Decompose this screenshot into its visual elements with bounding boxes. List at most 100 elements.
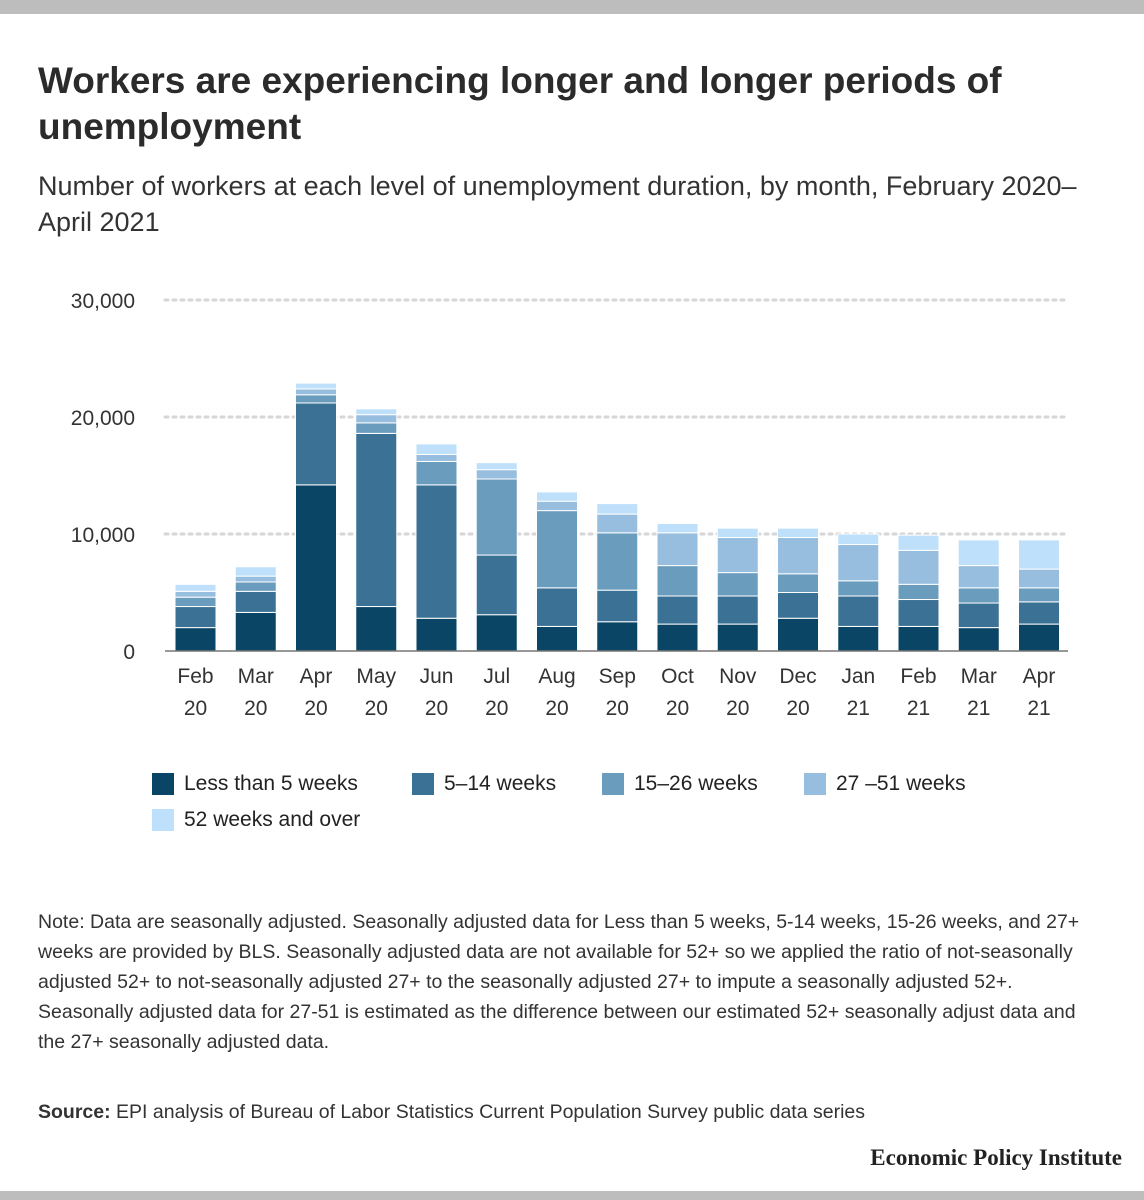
bar-segment (415, 484, 458, 619)
bar-segment (174, 606, 217, 629)
legend-label: Less than 5 weeks (184, 772, 358, 795)
bars (174, 382, 1060, 652)
y-tick-label: 0 (123, 641, 135, 664)
bar-segment (957, 627, 1000, 652)
bar-segment (536, 587, 578, 627)
bar-segment (1018, 623, 1060, 652)
x-tick-label-month: Oct (661, 665, 694, 688)
bar-segment (475, 462, 518, 471)
bar-segment (777, 592, 819, 619)
bar-segment (295, 394, 337, 404)
x-tick-label-year: 20 (184, 697, 207, 720)
bar-segment (1018, 539, 1060, 570)
bar-segment (234, 590, 277, 613)
bar-segment (295, 388, 337, 396)
x-tick-label-year: 21 (847, 697, 870, 720)
bar-segment (777, 573, 819, 593)
bar-segment (777, 617, 819, 652)
source-text: EPI analysis of Bureau of Labor Statisti… (110, 1101, 866, 1123)
bar-segment (295, 402, 337, 486)
bar-segment (716, 623, 759, 652)
bar-segment (957, 565, 1000, 589)
bar-segment (837, 533, 880, 546)
chart-title: Workers are experiencing longer and long… (38, 60, 1002, 147)
x-tick-label-month: Sep (599, 665, 636, 688)
bar-segment (897, 583, 940, 601)
x-tick-label-year: 20 (786, 697, 809, 720)
bar-segment (355, 606, 398, 652)
legend-swatch (152, 773, 174, 795)
x-tick-label-year: 20 (485, 697, 508, 720)
bar-segment (656, 532, 699, 567)
legend-label: 15–26 weeks (634, 772, 758, 795)
bar-segment (295, 382, 337, 390)
bar-segment (295, 484, 337, 652)
x-tick-label-year: 20 (666, 697, 689, 720)
bar-segment (656, 623, 699, 652)
legend-swatch (602, 773, 624, 795)
bottom-border (0, 1191, 1144, 1200)
x-tick-label-year: 21 (967, 697, 990, 720)
legend-item: 5–14 weeks (412, 772, 556, 796)
bar-segment (355, 414, 398, 424)
bar-segment (897, 625, 940, 652)
bar-segment (897, 534, 940, 551)
legend-label: 52 weeks and over (184, 808, 361, 831)
x-tick-label-year: 20 (726, 697, 749, 720)
bar-segment (536, 491, 578, 502)
bar-segment (957, 587, 1000, 604)
x-tick-label-month: Feb (900, 665, 936, 688)
source-label: Source: (38, 1101, 111, 1123)
bar-segment (897, 549, 940, 585)
bar-segment (475, 554, 518, 616)
x-tick-label-year: 20 (304, 697, 327, 720)
bar-segment (536, 625, 578, 652)
legend-item: 15–26 weeks (602, 772, 758, 796)
legend-swatch (804, 773, 826, 795)
x-tick-label-year: 20 (606, 697, 629, 720)
axes: 0 10,000 20,000 30,000 Feb 20 Mar 20 Apr 20 May 20 J… (71, 290, 1068, 720)
legend-item: Less than 5 weeks (152, 772, 358, 796)
bar-segment (837, 544, 880, 582)
x-tick-label-year: 20 (425, 697, 448, 720)
x-tick-label-month: Nov (719, 665, 757, 688)
bar-segment (234, 566, 277, 577)
bar-segment (897, 599, 940, 627)
bar-segment (957, 602, 1000, 629)
bar-segment (475, 478, 518, 556)
bar-segment (415, 453, 458, 462)
bar-segment (596, 513, 639, 534)
bar-segment (656, 522, 699, 534)
y-tick-label: 30,000 (71, 290, 135, 313)
legend-swatch (412, 773, 434, 795)
note-text: Note: Data are seasonally adjusted. Seas… (38, 911, 1080, 1053)
bar-segment (475, 614, 518, 652)
source-line: Source: EPI analysis of Bureau of Labor … (38, 1097, 1098, 1127)
legend-swatch (152, 809, 174, 831)
x-tick-label-month: Mar (961, 665, 997, 688)
bar-segment (536, 510, 578, 589)
legend-label: 5–14 weeks (444, 772, 557, 795)
bar-segment (656, 595, 699, 625)
bar-segment (536, 500, 578, 512)
bar-segment (596, 532, 639, 591)
x-tick-label-year: 20 (545, 697, 568, 720)
chart-subtitle: Number of workers at each level of unemp… (38, 171, 1077, 237)
bar-segment (234, 581, 277, 592)
bar-segment (716, 527, 759, 539)
bar-segment (1018, 587, 1060, 603)
bar-segment (837, 580, 880, 597)
x-tick-label-month: Jan (841, 665, 875, 688)
stacked-bar-chart: 0 10,000 20,000 30,000 Feb 20 Mar 20 Apr 20 May 20 J… (71, 290, 1070, 720)
x-tick-label-year: 20 (365, 697, 388, 720)
legend-item: 52 weeks and over (152, 808, 360, 832)
bar-segment (174, 590, 217, 598)
x-tick-label-month: Mar (238, 665, 274, 688)
bar-segment (415, 443, 458, 455)
bar-segment (837, 595, 880, 627)
bar-segment (355, 408, 398, 416)
top-border (0, 0, 1144, 14)
x-tick-label-month: Jul (483, 665, 510, 688)
y-tick-label: 20,000 (71, 407, 135, 430)
bar-segment (716, 537, 759, 574)
